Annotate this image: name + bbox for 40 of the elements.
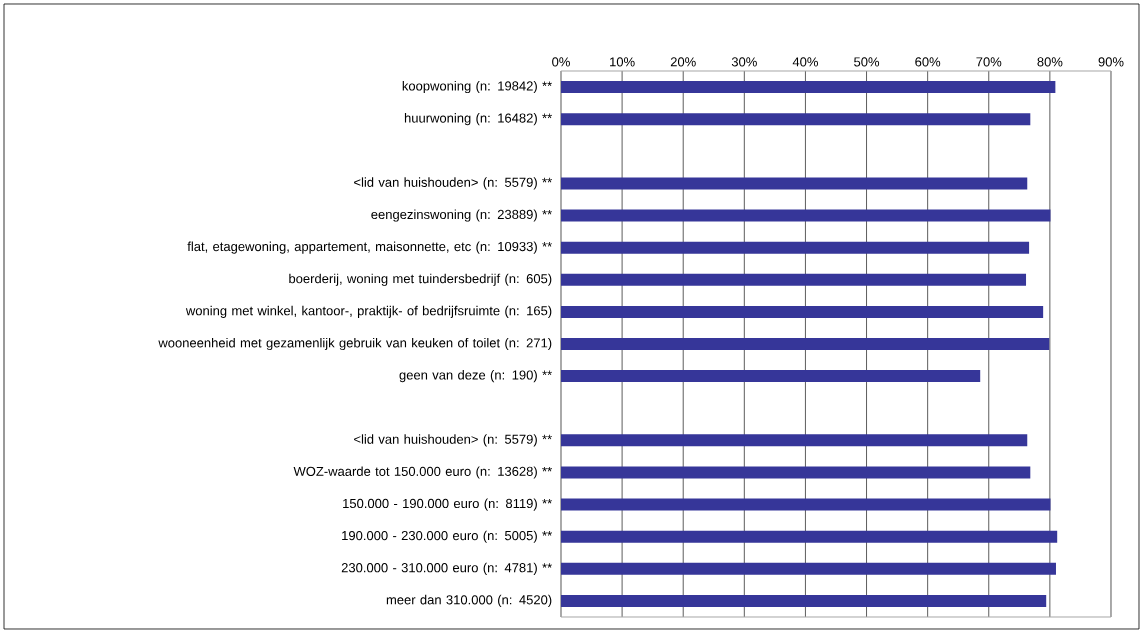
y-tick-label: WOZ-waarde tot 150.000 euro (n: 13628) ** xyxy=(293,466,552,479)
y-tick-label: flat, etagewoning, appartement, maisonnette, etc (n: 10933) ** xyxy=(187,241,552,254)
bar xyxy=(561,177,1028,190)
x-tick-label: 20% xyxy=(670,57,696,67)
y-tick-label: 230.000 - 310.000 euro (n: 4781) ** xyxy=(341,562,552,575)
x-tick-label: 10% xyxy=(610,57,635,67)
bar xyxy=(561,530,1058,543)
y-tick-label: 190.000 - 230.000 euro (n: 5005) ** xyxy=(342,530,552,543)
bar xyxy=(561,498,1051,511)
y-tick-label: <lid van huishouden> (n: 5579) ** xyxy=(354,177,552,190)
bar xyxy=(561,562,1056,575)
y-tick-label: geen van deze (n: 190) ** xyxy=(399,370,552,383)
y-tick-label: woning met winkel, kantoor-, praktijk- of bedrijfsruimte (n: 165) xyxy=(185,305,552,318)
bar xyxy=(561,594,1047,607)
x-tick-label: 70% xyxy=(976,57,1002,67)
bar xyxy=(561,81,1056,94)
x-tick-label: 90% xyxy=(1098,57,1124,67)
x-tick-label: 40% xyxy=(792,57,818,67)
bar xyxy=(561,434,1028,447)
y-tick-label: boerderij, woning met tuindersbedrijf (n: 605) xyxy=(289,273,552,286)
y-tick-label: meer dan 310.000 (n: 4520) xyxy=(386,594,552,607)
y-tick-label: koopwoning (n: 19842) ** xyxy=(402,80,552,94)
bar xyxy=(561,305,1044,318)
y-tick-label: 150.000 - 190.000 euro (n: 8119) ** xyxy=(343,498,552,511)
bar xyxy=(561,241,1030,254)
y-tick-label: wooneenheid met gezamenlijk gebruik van keuken of toilet (n: 271) xyxy=(158,337,552,351)
x-tick-label: 80% xyxy=(1037,57,1063,67)
bar xyxy=(561,338,1050,350)
x-tick-label: 0% xyxy=(552,57,570,67)
bar xyxy=(561,370,981,383)
bar xyxy=(561,209,1051,222)
y-tick-label: eengezinswoning (n: 23889) ** xyxy=(371,209,552,222)
y-tick-label: huurwoning (n: 16482) ** xyxy=(404,113,552,126)
bar xyxy=(561,113,1031,126)
x-tick-label: 50% xyxy=(854,57,880,67)
x-tick-label: 60% xyxy=(915,57,941,67)
x-tick-label: 30% xyxy=(731,57,757,67)
bar xyxy=(561,273,1027,286)
y-tick-label: <lid van huishouden> (n: 5579) ** xyxy=(354,434,552,447)
bar xyxy=(561,466,1031,479)
